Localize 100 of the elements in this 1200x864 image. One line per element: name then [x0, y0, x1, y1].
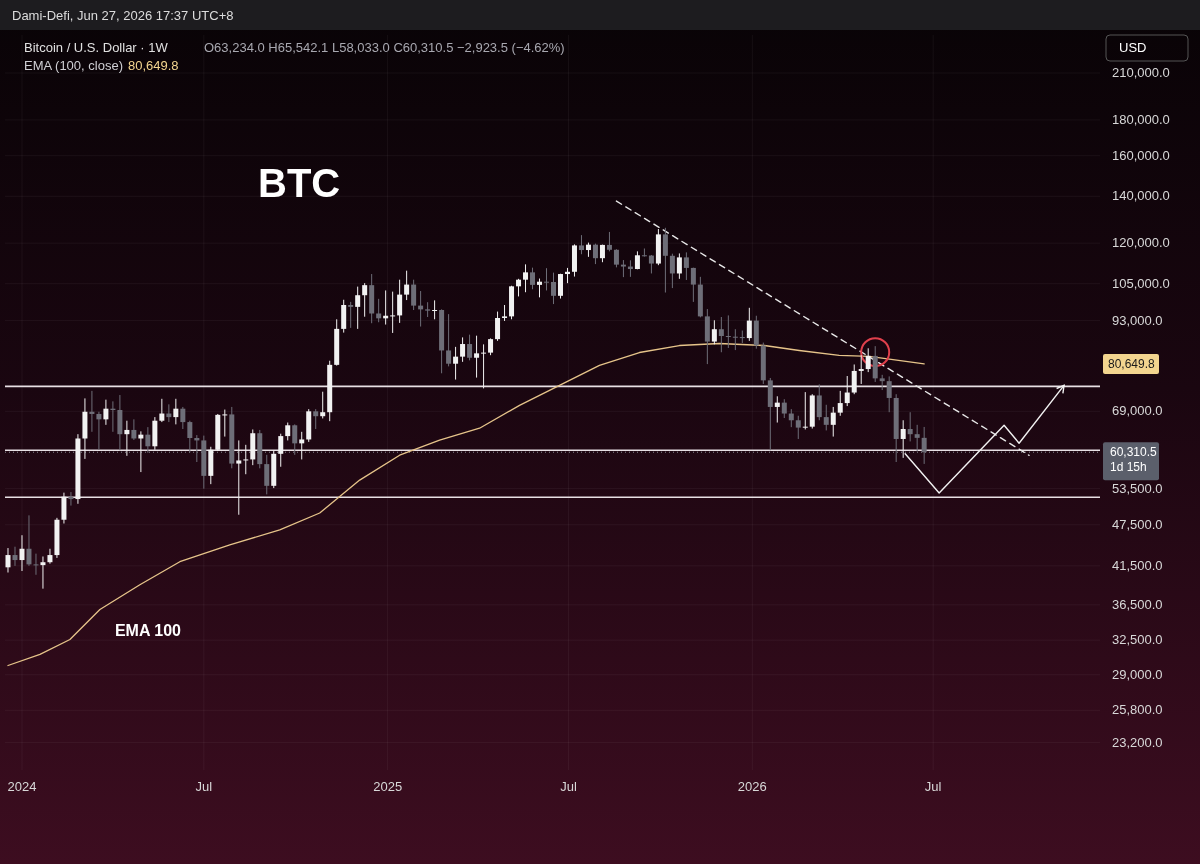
series-label: EMA 100 — [114, 621, 182, 639]
candlestick — [537, 278, 543, 298]
candlestick — [886, 375, 892, 413]
candlestick — [390, 291, 396, 334]
y-tick-label: 23,200.0 — [1112, 734, 1163, 750]
candlestick — [669, 253, 675, 289]
candlestick — [61, 492, 67, 525]
y-tick-label: 160,000.0 — [1112, 147, 1170, 163]
candlestick — [907, 411, 913, 442]
y-tick-label: 53,500.0 — [1112, 480, 1163, 496]
x-tick-label: 2026 — [737, 779, 767, 794]
y-tick-label: 32,500.0 — [1112, 632, 1163, 648]
y-tick-label: 25,800.0 — [1112, 702, 1163, 718]
candlestick — [851, 363, 857, 395]
candlestick — [718, 316, 724, 353]
annotation: EMA (100, close) — [24, 58, 123, 73]
candlestick — [376, 298, 382, 323]
candlestick — [495, 311, 501, 342]
candlestick — [523, 263, 529, 293]
candlestick — [662, 227, 668, 294]
candlestick — [278, 433, 284, 468]
candlestick — [159, 398, 165, 423]
candlestick — [341, 299, 347, 334]
candlestick — [404, 270, 410, 301]
candlestick — [592, 243, 598, 265]
candlestick — [173, 398, 179, 425]
candlestick — [460, 336, 466, 363]
candlestick — [557, 273, 563, 300]
candlestick — [865, 347, 871, 373]
candlestick — [236, 439, 242, 516]
annotation: 80,649.8 — [128, 58, 179, 73]
candlestick — [544, 267, 550, 291]
candlestick — [355, 286, 361, 330]
chart-title: Bitcoin / U.S. Dollar · 1W — [24, 40, 169, 55]
candlestick — [690, 267, 696, 303]
line-series — [7, 342, 925, 667]
text: Dami-Defi, Jun 27, 2026 17:37 UTC+8 — [12, 8, 234, 23]
candlestick — [823, 404, 829, 431]
candlestick — [243, 444, 249, 475]
y-tick-label: 47,500.0 — [1112, 516, 1163, 532]
candlestick — [432, 299, 438, 320]
candlestick — [648, 254, 654, 274]
candlestick — [858, 354, 864, 385]
candlestick — [264, 454, 270, 495]
candlestick — [914, 424, 920, 452]
candlestick — [551, 272, 556, 305]
candlestick — [676, 252, 682, 280]
candlestick — [446, 313, 452, 367]
candlestick — [19, 534, 25, 572]
candlestick — [578, 234, 584, 255]
candlestick — [292, 423, 298, 456]
y-tick-label: 180,000.0 — [1112, 111, 1170, 127]
candlestick — [33, 553, 39, 576]
candlestick — [299, 431, 305, 460]
x-tick-label: Jul — [195, 779, 213, 794]
y-tick-label: 41,500.0 — [1112, 557, 1163, 573]
candlestick — [802, 391, 808, 430]
candlestick — [180, 406, 186, 430]
candlestick — [606, 231, 612, 252]
candlestick — [774, 395, 780, 424]
x-tick-label: 2025 — [373, 779, 403, 794]
candlestick — [795, 415, 801, 440]
candlestick — [474, 335, 480, 379]
y-tick-label: 210,000.0 — [1112, 65, 1170, 81]
candlestick — [641, 248, 647, 258]
candlestick — [12, 546, 18, 567]
candlestick — [921, 426, 927, 465]
ref-line-label: 60,310.5 — [1110, 445, 1158, 460]
candlestick — [47, 548, 53, 565]
y-tick-label: 120,000.0 — [1112, 235, 1170, 251]
candlestick — [96, 411, 102, 451]
x-tick-label: Jul — [924, 779, 942, 794]
annotation: BTC — [258, 161, 341, 205]
candlestick — [145, 426, 151, 454]
candlestick — [844, 375, 850, 407]
candlestick — [453, 346, 459, 381]
text: 80,649.8 — [1108, 356, 1156, 371]
candlestick — [397, 279, 403, 324]
y-tick-label: 69,000.0 — [1112, 403, 1163, 419]
text: 1d 15h — [1110, 460, 1147, 474]
candlestick — [187, 420, 193, 453]
y-tick-label: 29,000.0 — [1112, 666, 1163, 682]
candlestick — [320, 391, 326, 419]
candlestick — [711, 319, 717, 345]
candlestick — [683, 251, 689, 281]
candlestick — [530, 267, 536, 290]
candlestick — [816, 383, 822, 421]
candlestick — [481, 343, 487, 389]
candlestick — [467, 334, 473, 361]
candlestick — [222, 409, 228, 438]
candlestick — [362, 282, 368, 318]
y-tick-label: 36,500.0 — [1112, 596, 1163, 612]
candlestick — [40, 555, 46, 590]
candlestick — [830, 406, 836, 438]
candlestick — [872, 345, 878, 383]
candlestick — [348, 301, 354, 329]
candlestick — [26, 514, 32, 567]
candlestick — [781, 398, 787, 419]
candlestick — [89, 390, 95, 433]
candlestick — [725, 314, 731, 349]
